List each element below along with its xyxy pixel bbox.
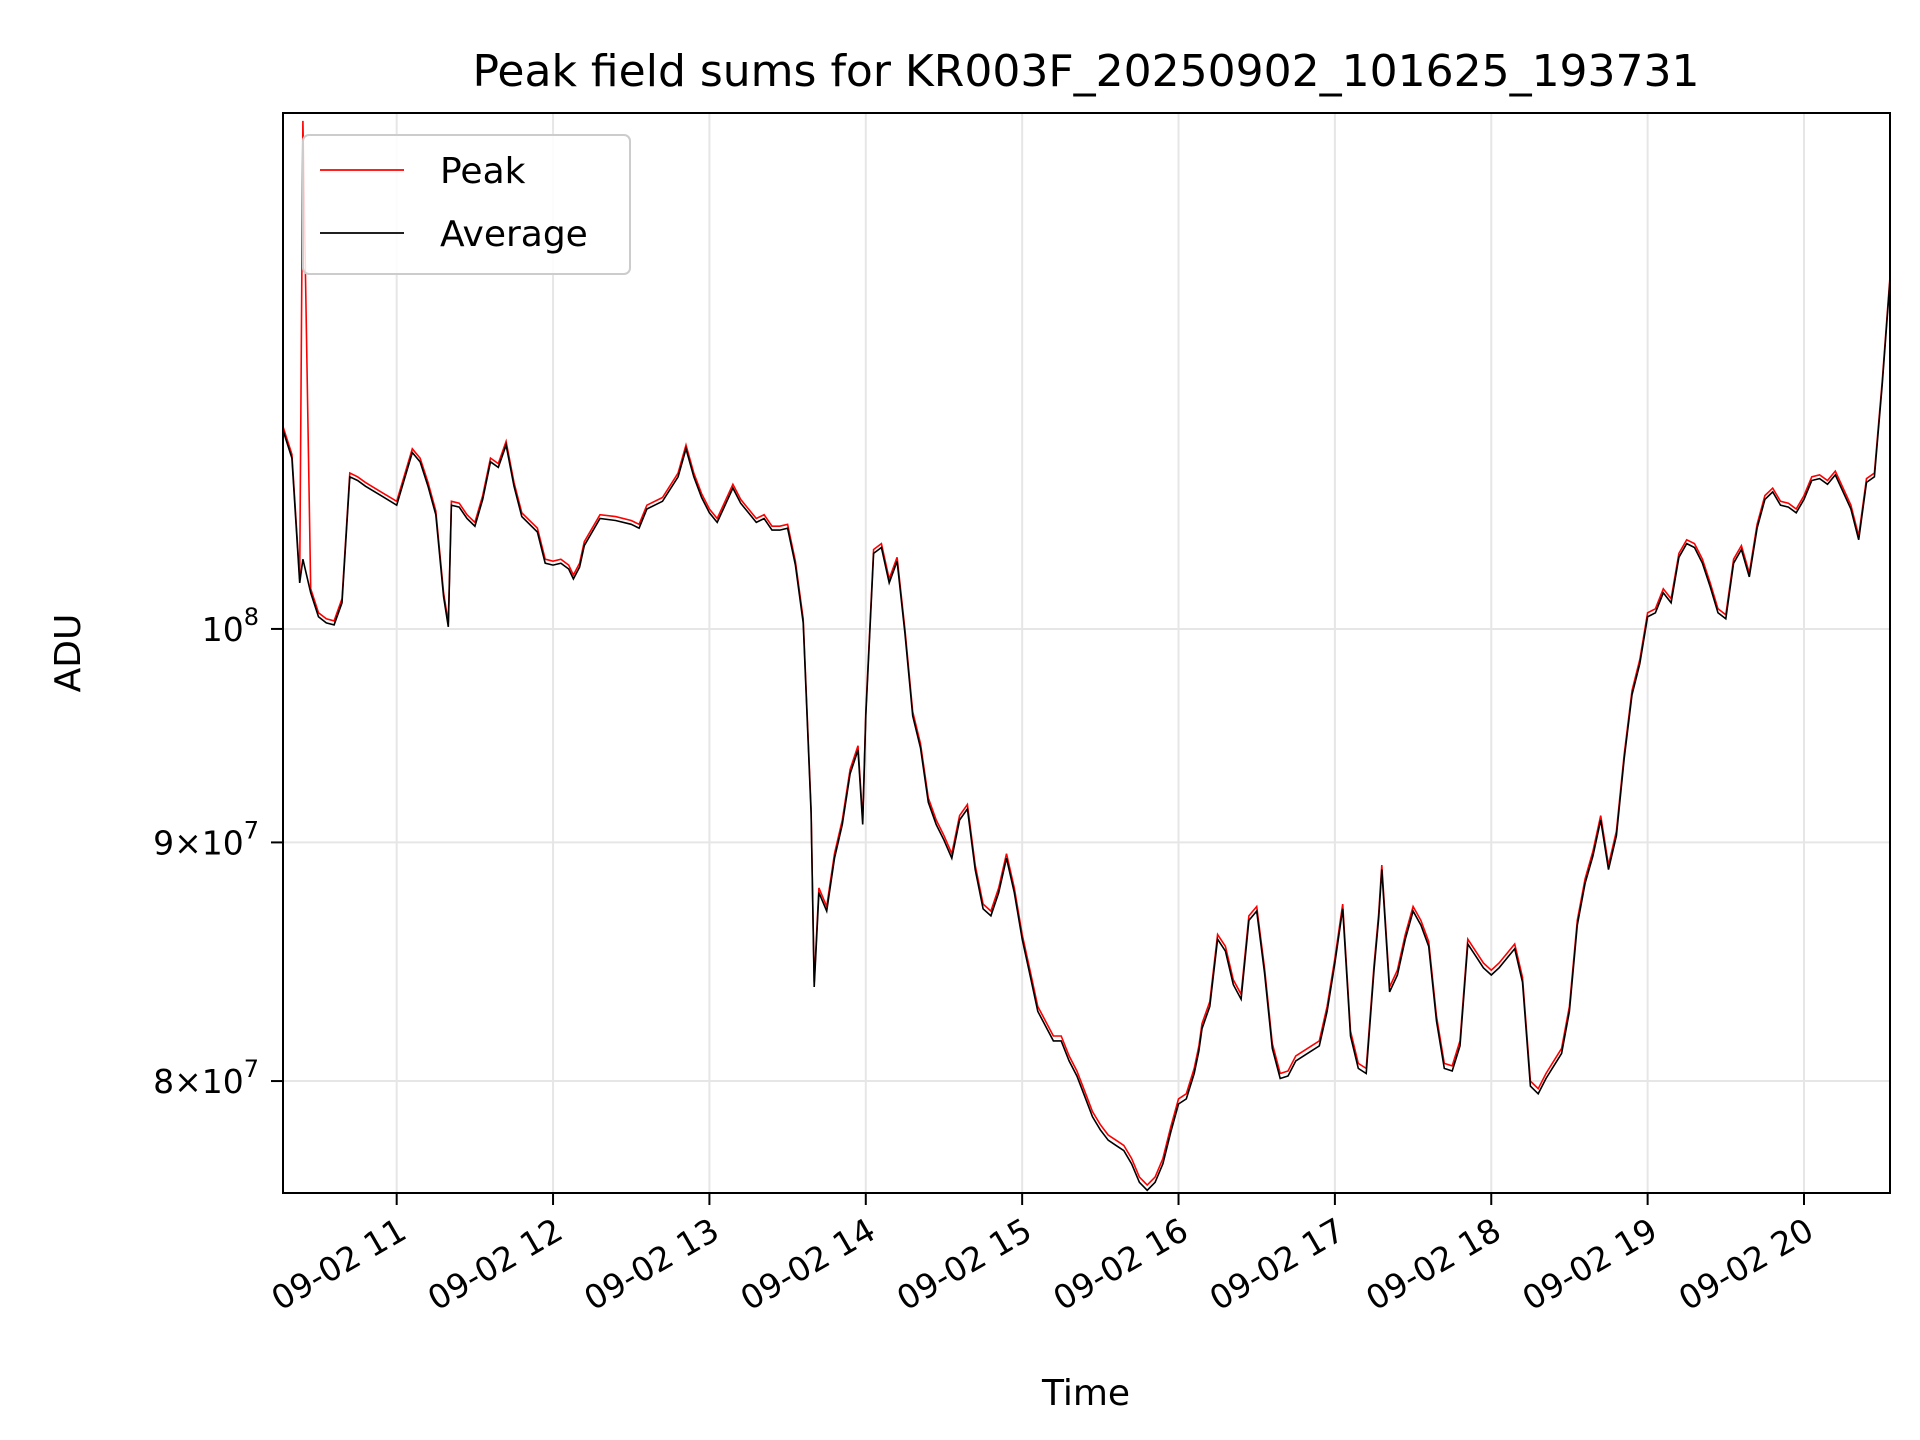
chart-title: Peak field sums for KR003F_20250902_1016… [472, 46, 1699, 97]
plot-frame [282, 112, 1891, 1194]
series-layer [282, 120, 1891, 1192]
legend: Peak Average [302, 134, 631, 275]
y-axis-label: ADU [48, 614, 89, 693]
legend-label-average: Average [440, 214, 588, 255]
series-average-line [282, 279, 1891, 1192]
x-axis-label: Time [1041, 1373, 1130, 1414]
grid [283, 113, 1890, 1193]
y-tick-label: 108 [202, 603, 259, 649]
y-axis-ticks: 8×107 9×107 108 [153, 603, 283, 1101]
y-tick-label: 8×107 [153, 1055, 259, 1101]
y-tick-label: 9×107 [153, 816, 259, 862]
legend-label-peak: Peak [440, 151, 526, 192]
